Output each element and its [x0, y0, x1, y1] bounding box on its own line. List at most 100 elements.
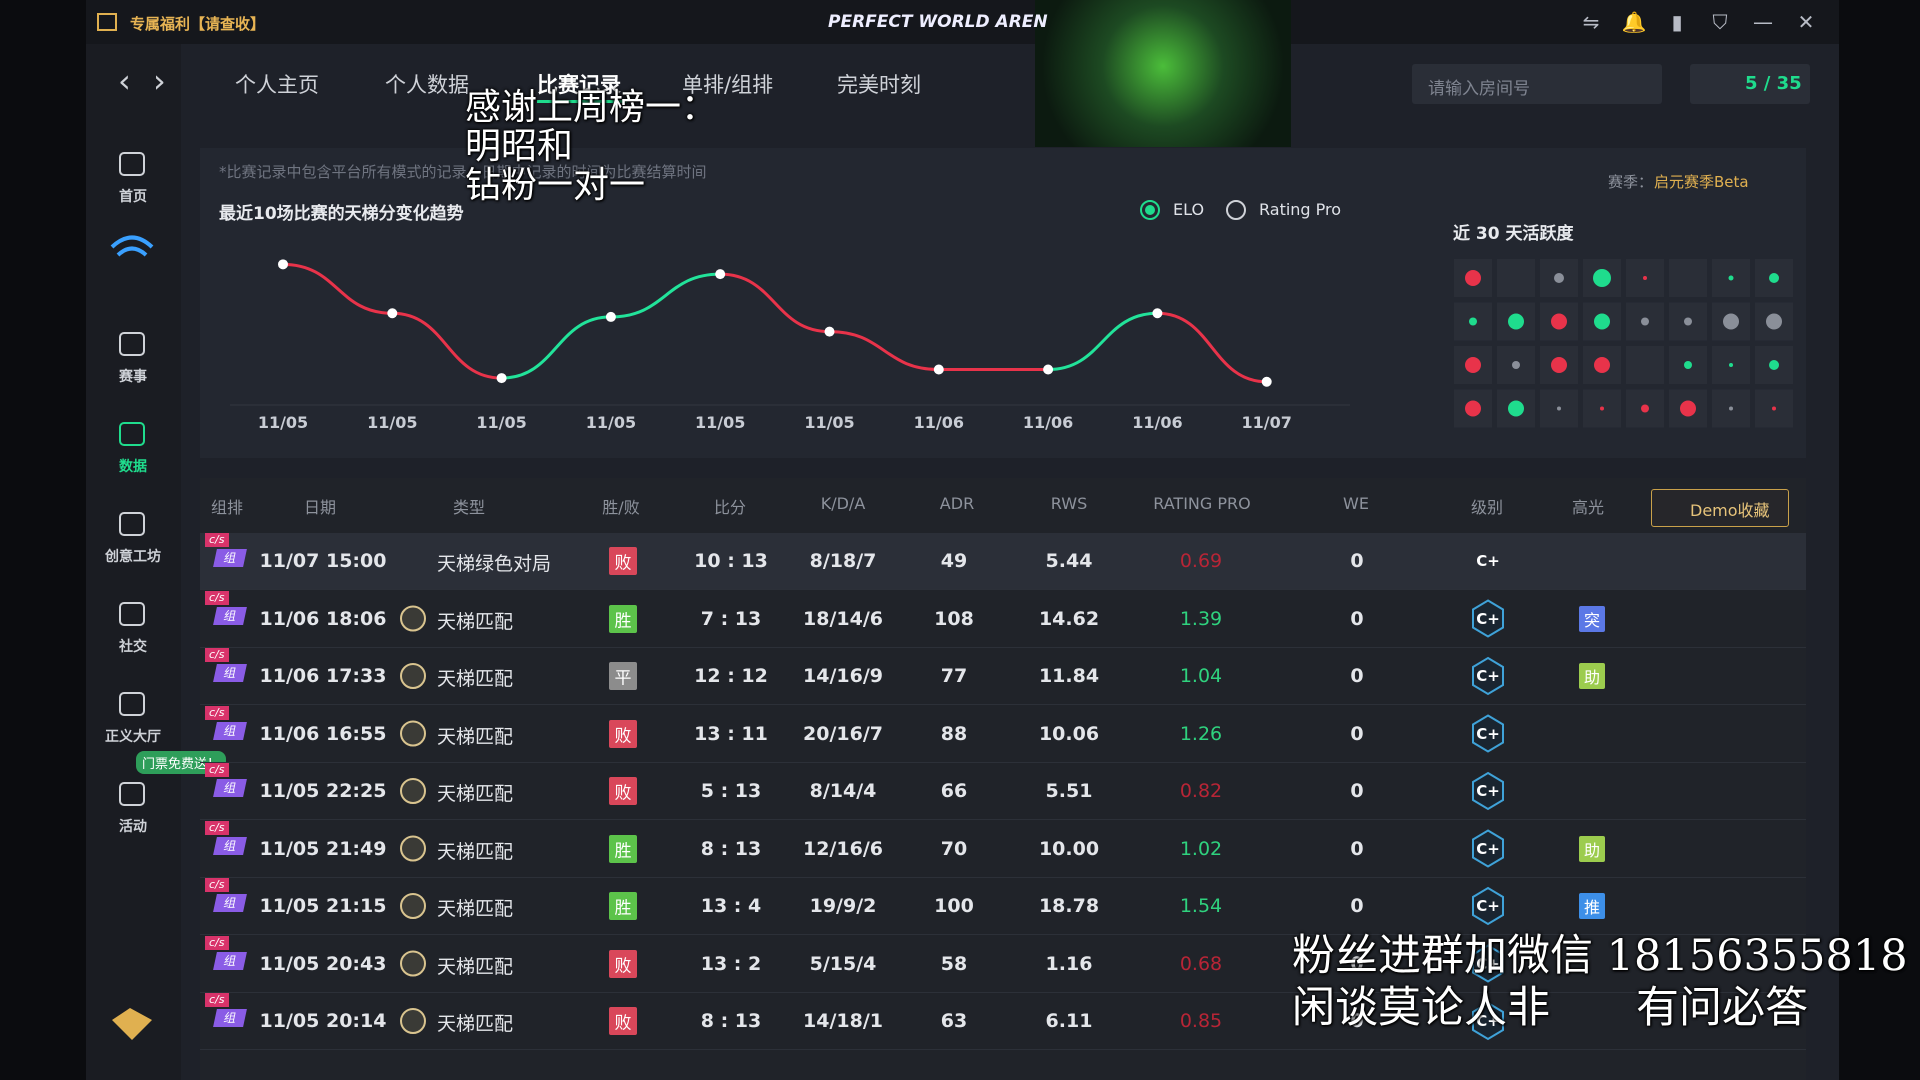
highlight-badge[interactable]	[1579, 605, 1605, 632]
activity-cell	[1497, 259, 1535, 297]
legend-label[interactable]: ELO	[1173, 200, 1205, 219]
match-type[interactable]: 天梯匹配	[437, 840, 514, 863]
sidebar-icon	[119, 782, 145, 806]
sidebar-item[interactable]: 首页	[119, 189, 147, 205]
x-tick-label: 11/06	[913, 413, 964, 432]
badge-bottom: 组	[213, 721, 247, 740]
mode-icon	[400, 893, 426, 919]
nav-arrow[interactable]: ›	[153, 62, 166, 100]
nav-tab[interactable]: 比赛记录	[537, 73, 621, 97]
match-type[interactable]: 天梯匹配	[437, 1013, 514, 1035]
highlight-label[interactable]: 突	[1583, 610, 1601, 630]
match-kda: 8/18/7	[809, 550, 877, 572]
sidebar-icon	[119, 602, 145, 626]
activity-dot	[1554, 273, 1564, 283]
sidebar-item[interactable]: 数据	[119, 459, 147, 475]
badge-top: c/s	[205, 935, 229, 950]
highlight-badge[interactable]	[1579, 893, 1605, 919]
legend-radio	[1226, 200, 1246, 220]
match-level: C+	[1476, 782, 1500, 800]
result-badge	[609, 834, 637, 863]
trend-point	[496, 373, 507, 384]
sidebar	[86, 44, 181, 1080]
highlight-badge[interactable]	[1579, 835, 1605, 862]
trend-segment	[282, 262, 393, 315]
match-kda: 19/9/2	[809, 895, 877, 917]
window-control[interactable]: ✕	[1797, 10, 1815, 34]
result-badge	[609, 719, 637, 748]
match-rws: 10.06	[1038, 722, 1100, 745]
match-we: 0	[1350, 1010, 1364, 1032]
nav-tab[interactable]: 个人数据	[385, 73, 469, 97]
trend-segment	[610, 272, 721, 319]
match-result: 败	[614, 783, 632, 804]
window-control[interactable]: 🔔	[1621, 10, 1647, 34]
window-control[interactable]: ⛉	[1712, 10, 1728, 34]
x-tick-label: 11/05	[257, 413, 309, 432]
sidebar-icon	[119, 152, 145, 176]
match-date: 11/06 17:33	[259, 665, 387, 687]
match-type[interactable]: 天梯绿色对局	[437, 553, 552, 575]
level-badge	[1472, 714, 1504, 753]
result-badge	[609, 604, 637, 633]
match-type[interactable]: 天梯匹配	[437, 668, 514, 690]
table-header: WE	[1343, 494, 1369, 513]
match-type[interactable]: 天梯匹配	[437, 610, 514, 633]
legend-radio-dot	[1145, 205, 1155, 215]
match-rating: 0.68	[1179, 952, 1223, 975]
highlight-badge[interactable]	[1579, 663, 1605, 689]
row-divider	[200, 646, 1806, 648]
match-date: 11/06 16:55	[259, 722, 387, 745]
promo-link[interactable]: 专属福利【请查收】	[130, 15, 266, 33]
activity-dot	[1593, 269, 1611, 287]
table-header: K/D/A	[820, 494, 866, 513]
match-type[interactable]: 天梯匹配	[437, 955, 514, 978]
match-type[interactable]: 天梯匹配	[437, 783, 514, 805]
activity-dot	[1769, 273, 1779, 283]
sidebar-item[interactable]: 赛事	[119, 369, 147, 385]
row-divider	[200, 991, 1806, 993]
x-tick-label: 11/05	[804, 413, 855, 432]
highlight-label[interactable]: 推	[1583, 898, 1601, 917]
activity-dot	[1684, 361, 1692, 369]
signal-icon	[110, 235, 154, 257]
nav-tab[interactable]: 个人主页	[235, 73, 319, 97]
nav-tab[interactable]: 完美时刻	[837, 73, 921, 97]
match-rws: 6.11	[1045, 1010, 1093, 1032]
badge-bottom: 组	[213, 549, 247, 567]
activity-dot	[1594, 357, 1610, 373]
nav-arrow[interactable]: ‹	[118, 62, 131, 100]
trend-segment	[392, 311, 502, 380]
app-title: PERFECT WORLD AREN	[828, 12, 1048, 32]
match-score: 10 : 13	[694, 550, 768, 572]
match-score: 12 : 12	[694, 665, 768, 687]
match-level: C+	[1476, 552, 1500, 570]
nav-tab[interactable]: 单排/组排	[682, 73, 774, 97]
demo-button[interactable]	[1651, 489, 1789, 527]
sidebar-item[interactable]: 正义大厅	[105, 729, 161, 745]
highlight-label[interactable]: 助	[1583, 840, 1601, 860]
mode-icon	[400, 778, 426, 804]
table-header: RATING PRO	[1153, 494, 1251, 513]
window-control[interactable]: —	[1753, 10, 1773, 34]
season-value[interactable]: 启元赛季Beta	[1654, 173, 1749, 191]
sidebar-item[interactable]: 创意工坊	[105, 549, 161, 565]
window-control[interactable]: ⇋	[1582, 10, 1600, 34]
legend-label[interactable]: Rating Pro	[1259, 200, 1342, 219]
sidebar-item[interactable]: 社交	[119, 639, 147, 655]
search-placeholder: 请输入房间号	[1428, 79, 1530, 99]
match-type[interactable]: 天梯匹配	[437, 725, 514, 748]
match-result: 胜	[614, 898, 632, 919]
trend-point	[1152, 308, 1163, 319]
sidebar-item[interactable]: 活动	[119, 819, 147, 835]
demo-button-label[interactable]: Demo收藏	[1690, 501, 1770, 520]
badge-bottom: 组	[213, 779, 247, 797]
activity-dot	[1769, 360, 1779, 370]
room-search[interactable]	[1412, 64, 1662, 104]
window-control[interactable]: ▮	[1671, 10, 1683, 34]
table-header: 高光	[1571, 498, 1605, 517]
match-type[interactable]: 天梯匹配	[437, 898, 514, 920]
activity-dot	[1600, 406, 1604, 411]
result-badge	[609, 1007, 637, 1035]
highlight-label[interactable]: 助	[1583, 668, 1601, 687]
